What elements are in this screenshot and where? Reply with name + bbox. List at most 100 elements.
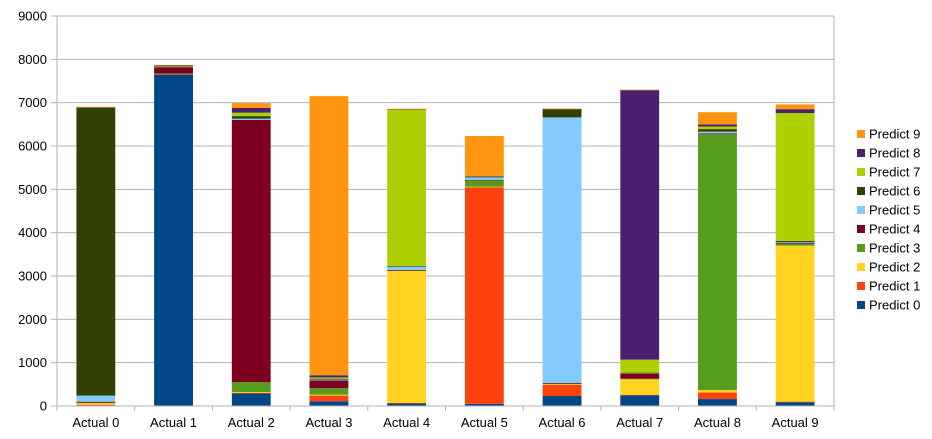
bar-segment-predict-3: [309, 388, 349, 395]
x-tick-label: Actual 9: [772, 415, 819, 430]
bar-segment-predict-3: [698, 134, 737, 390]
bar-segment-predict-4: [154, 66, 193, 74]
bar-segment-predict-9: [154, 64, 193, 66]
bar-segment-predict-7: [698, 126, 737, 130]
bar-segment-predict-6: [231, 116, 271, 119]
legend-label: Predict 4: [869, 222, 920, 237]
y-tick-label: 9000: [18, 9, 47, 24]
bar-segment-predict-3: [775, 243, 815, 246]
bar-segment-predict-7: [309, 377, 349, 379]
bar-segment-predict-5: [775, 242, 815, 244]
legend-label: Predict 7: [869, 165, 920, 180]
bar-segment-predict-2: [698, 389, 737, 393]
bar-segment-predict-1: [620, 394, 660, 396]
bar-segment-predict-2: [76, 402, 116, 405]
bar-segment-predict-1: [387, 402, 427, 404]
x-tick-label: Actual 7: [616, 415, 663, 430]
bar-segment-predict-7: [387, 109, 427, 267]
legend-swatch: [857, 149, 865, 157]
x-tick-label: Actual 4: [383, 415, 430, 430]
bar-segment-predict-7: [464, 176, 504, 177]
bar-segment-predict-6: [698, 129, 737, 132]
bar-segment-predict-3: [154, 73, 193, 75]
bar-segment-predict-0: [775, 402, 815, 406]
legend-swatch: [857, 187, 865, 195]
bar-segment-predict-4: [620, 373, 660, 379]
bar-segment-predict-2: [387, 270, 427, 403]
y-tick-label: 6000: [18, 139, 47, 154]
x-tick-label: Actual 0: [72, 415, 119, 430]
legend-label: Predict 0: [869, 298, 920, 313]
bar-segment-predict-0: [309, 401, 349, 406]
bar-segment-predict-5: [542, 117, 582, 384]
y-tick-label: 0: [40, 399, 47, 414]
bar-segment-predict-0: [154, 74, 193, 406]
legend-label: Predict 8: [869, 146, 920, 161]
x-tick-label: Actual 1: [150, 415, 197, 430]
bar-segment-predict-7: [620, 359, 660, 373]
bar-segment-predict-0: [464, 403, 504, 406]
bar-segment-predict-0: [231, 393, 271, 406]
bar-segment-predict-3: [464, 180, 504, 187]
bar-segment-predict-4: [309, 380, 349, 389]
bar-segment-predict-4: [464, 179, 504, 181]
bar-segment-predict-1: [775, 401, 815, 403]
bar-segment-predict-6: [387, 266, 427, 267]
bar-segment-predict-3: [231, 382, 271, 393]
bar-segment-predict-9: [387, 108, 427, 110]
bar-segment-predict-2: [620, 379, 660, 395]
bar-segment-predict-9: [464, 136, 504, 176]
bar-segment-predict-6: [309, 378, 349, 380]
y-tick-label: 4000: [18, 225, 47, 240]
bar-segment-predict-2: [775, 245, 815, 402]
bar-segment-predict-9: [76, 106, 116, 108]
bar-segment-predict-1: [464, 187, 504, 404]
bar-segment-predict-6: [76, 107, 116, 396]
bar-segment-predict-0: [698, 399, 737, 406]
legend-label: Predict 9: [869, 127, 920, 142]
bar-segment-predict-0: [542, 396, 582, 406]
bar-segment-predict-5: [620, 373, 660, 374]
y-tick-label: 1000: [18, 355, 47, 370]
bar-segment-predict-2: [231, 392, 271, 393]
x-tick-label: Actual 3: [305, 415, 352, 430]
legend-label: Predict 3: [869, 241, 920, 256]
x-tick-label: Actual 8: [694, 415, 741, 430]
bar-segment-predict-5: [387, 266, 427, 270]
legend-label: Predict 6: [869, 184, 920, 199]
bar-segment-predict-5: [309, 379, 349, 381]
legend-swatch: [857, 206, 865, 214]
x-tick-label: Actual 6: [539, 415, 586, 430]
bar-segment-predict-2: [542, 383, 582, 385]
bar-segment-predict-6: [775, 240, 815, 243]
legend-label: Predict 1: [869, 279, 920, 294]
y-tick-label: 7000: [18, 95, 47, 110]
legend-swatch: [857, 244, 865, 252]
bar-segment-predict-5: [154, 66, 193, 68]
y-tick-label: 3000: [18, 269, 47, 284]
x-tick-label: Actual 5: [461, 415, 508, 430]
legend-label: Predict 5: [869, 203, 920, 218]
bar-segment-predict-4: [698, 133, 737, 135]
axes: 0 1000 2000 3000 4000 5000 6000 7000 8000 9000 Act…: [18, 9, 835, 430]
bar-segment-predict-9: [231, 103, 271, 108]
bar-segment-predict-8: [698, 124, 737, 127]
bar-segment-predict-7: [231, 112, 271, 117]
bar-segment-predict-8: [620, 90, 660, 360]
bar-segment-predict-8: [387, 109, 427, 110]
legend-swatch: [857, 225, 865, 233]
bar-segment-predict-7: [775, 113, 815, 241]
bar-segment-predict-4: [387, 269, 427, 271]
bar-segment-predict-8: [775, 109, 815, 114]
bar-segment-predict-6: [154, 66, 193, 67]
y-tick-label: 8000: [18, 52, 47, 67]
bar-segment-predict-3: [620, 378, 660, 380]
bar-segment-predict-8: [154, 65, 193, 66]
bar-segment-predict-6: [620, 372, 660, 374]
bar-segment-predict-4: [542, 383, 582, 384]
bar-segment-predict-1: [309, 395, 349, 402]
legend-label: Predict 2: [869, 260, 920, 275]
bar-segment-predict-0: [387, 403, 427, 406]
legend-swatch: [857, 301, 865, 309]
